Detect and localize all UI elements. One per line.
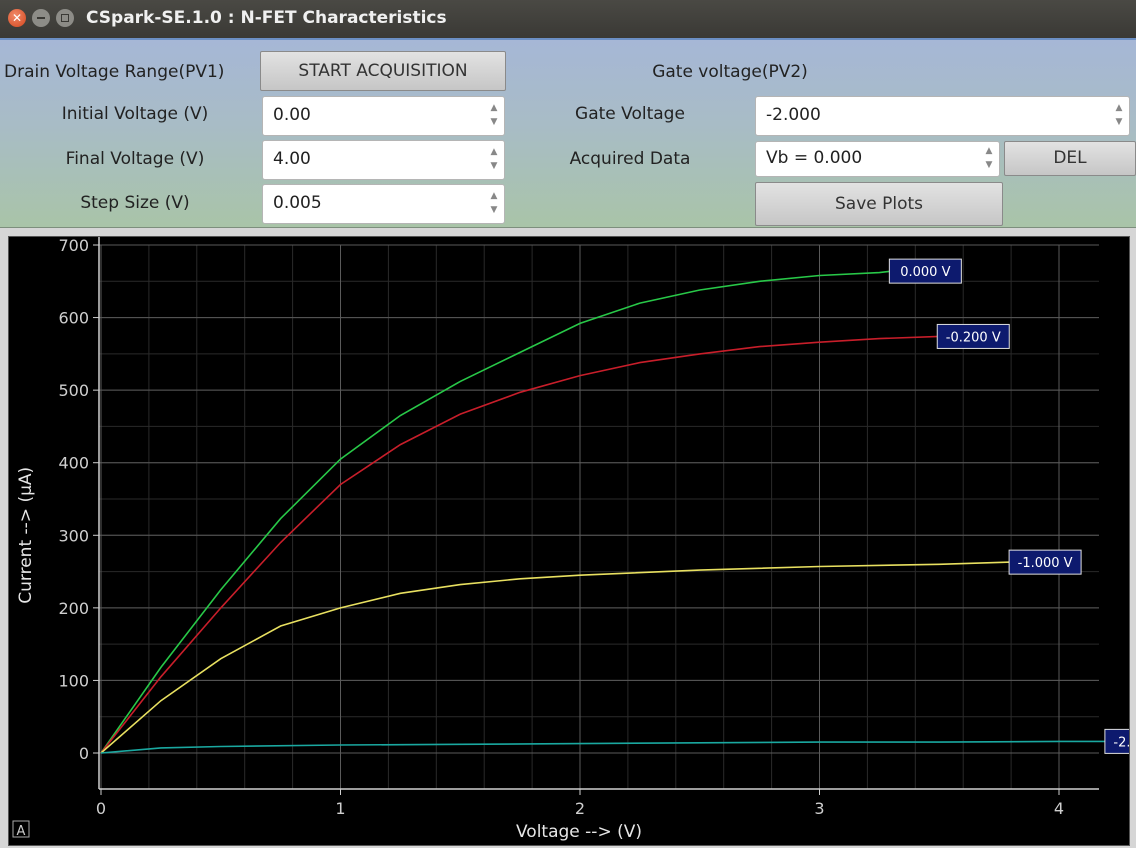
x-tick-label: 0	[96, 799, 106, 818]
y-tick-label: 300	[58, 526, 89, 545]
curve-3	[100, 740, 1107, 754]
maximize-window-icon[interactable]	[56, 9, 74, 27]
curve-label-box-2	[1008, 549, 1082, 575]
save-plots-button[interactable]: Save Plots	[755, 182, 1003, 226]
minimize-window-icon[interactable]	[32, 9, 50, 27]
x-tick-label: 3	[814, 799, 824, 818]
gate-voltage-spinbox[interactable]: -2.000 ▲ ▼	[755, 96, 1130, 136]
spin-arrows-icon[interactable]: ▲ ▼	[490, 103, 498, 127]
final-voltage-label: Final Voltage (V)	[65, 149, 205, 169]
corner-badge-box	[12, 820, 30, 838]
plot-area[interactable]: 0 1 2 3 4 0 100 200 300 400 500 600 700 Voltage --> (…	[8, 236, 1130, 846]
curve-label-3: -2.000 V	[1113, 735, 1129, 750]
title-bar: ✕ CSpark-SE.1.0 : N-FET Characteristics	[0, 0, 1136, 38]
curve-label-box-0	[888, 258, 962, 284]
initial-voltage-value: 0.00	[273, 105, 311, 125]
y-tick-label: 600	[58, 309, 89, 328]
step-size-value: 0.005	[273, 193, 322, 213]
curve-0	[100, 270, 892, 754]
spin-arrows-icon[interactable]: ▲ ▼	[490, 147, 498, 171]
gate-voltage-value: -2.000	[766, 105, 821, 125]
curve-label-box-1	[936, 323, 1010, 349]
spin-arrows-icon[interactable]: ▲ ▼	[1115, 103, 1123, 127]
x-tick-label: 4	[1054, 799, 1064, 818]
acquired-data-label: Acquired Data	[569, 149, 691, 169]
y-tick-label: 500	[58, 381, 89, 400]
window-title: CSpark-SE.1.0 : N-FET Characteristics	[86, 8, 447, 28]
x-tick-label: 1	[335, 799, 345, 818]
y-tick-label: 400	[58, 454, 89, 473]
y-axis-title: Current --> (μA)	[16, 467, 36, 604]
y-tick-label: 700	[58, 237, 89, 255]
corner-badge: A	[17, 824, 26, 839]
close-window-icon[interactable]: ✕	[8, 9, 26, 27]
step-size-spinbox[interactable]: 0.005 ▲ ▼	[262, 184, 505, 224]
final-voltage-value: 4.00	[273, 149, 311, 169]
y-tick-label: 0	[79, 744, 89, 763]
curve-label-1: -0.200 V	[946, 330, 1001, 345]
gate-voltage-label: Gate Voltage	[575, 104, 685, 124]
acquired-data-value: Vb = 0.000	[766, 148, 863, 168]
step-size-label: Step Size (V)	[80, 193, 190, 213]
start-acquisition-button[interactable]: START ACQUISITION	[260, 51, 506, 91]
x-tick-label: 2	[575, 799, 585, 818]
curve-label-0: 0.000 V	[900, 265, 950, 280]
y-tick-label: 100	[58, 671, 89, 690]
initial-voltage-label: Initial Voltage (V)	[61, 104, 209, 124]
curve-2	[100, 561, 1012, 754]
curve-1	[100, 335, 940, 754]
del-button[interactable]: DEL	[1004, 141, 1136, 176]
acquired-data-select[interactable]: Vb = 0.000 ▲ ▼	[755, 141, 1000, 177]
final-voltage-spinbox[interactable]: 4.00 ▲ ▼	[262, 140, 505, 180]
x-axis-title: Voltage --> (V)	[516, 822, 642, 842]
spin-arrows-icon[interactable]: ▲ ▼	[490, 191, 498, 215]
initial-voltage-spinbox[interactable]: 0.00 ▲ ▼	[262, 96, 505, 136]
curve-label-box-3	[1104, 728, 1129, 754]
curve-label-2: -1.000 V	[1018, 556, 1073, 571]
select-arrows-icon[interactable]: ▲ ▼	[985, 146, 993, 170]
y-tick-label: 200	[58, 599, 89, 618]
gate-voltage-section-label: Gate voltage(PV2)	[652, 62, 808, 82]
iv-curve-chart[interactable]: 0 1 2 3 4 0 100 200 300 400 500 600 700 Voltage --> (…	[9, 237, 1129, 845]
drain-voltage-range-label: Drain Voltage Range(PV1)	[4, 62, 225, 82]
control-panel: Drain Voltage Range(PV1) START ACQUISITI…	[0, 38, 1136, 228]
